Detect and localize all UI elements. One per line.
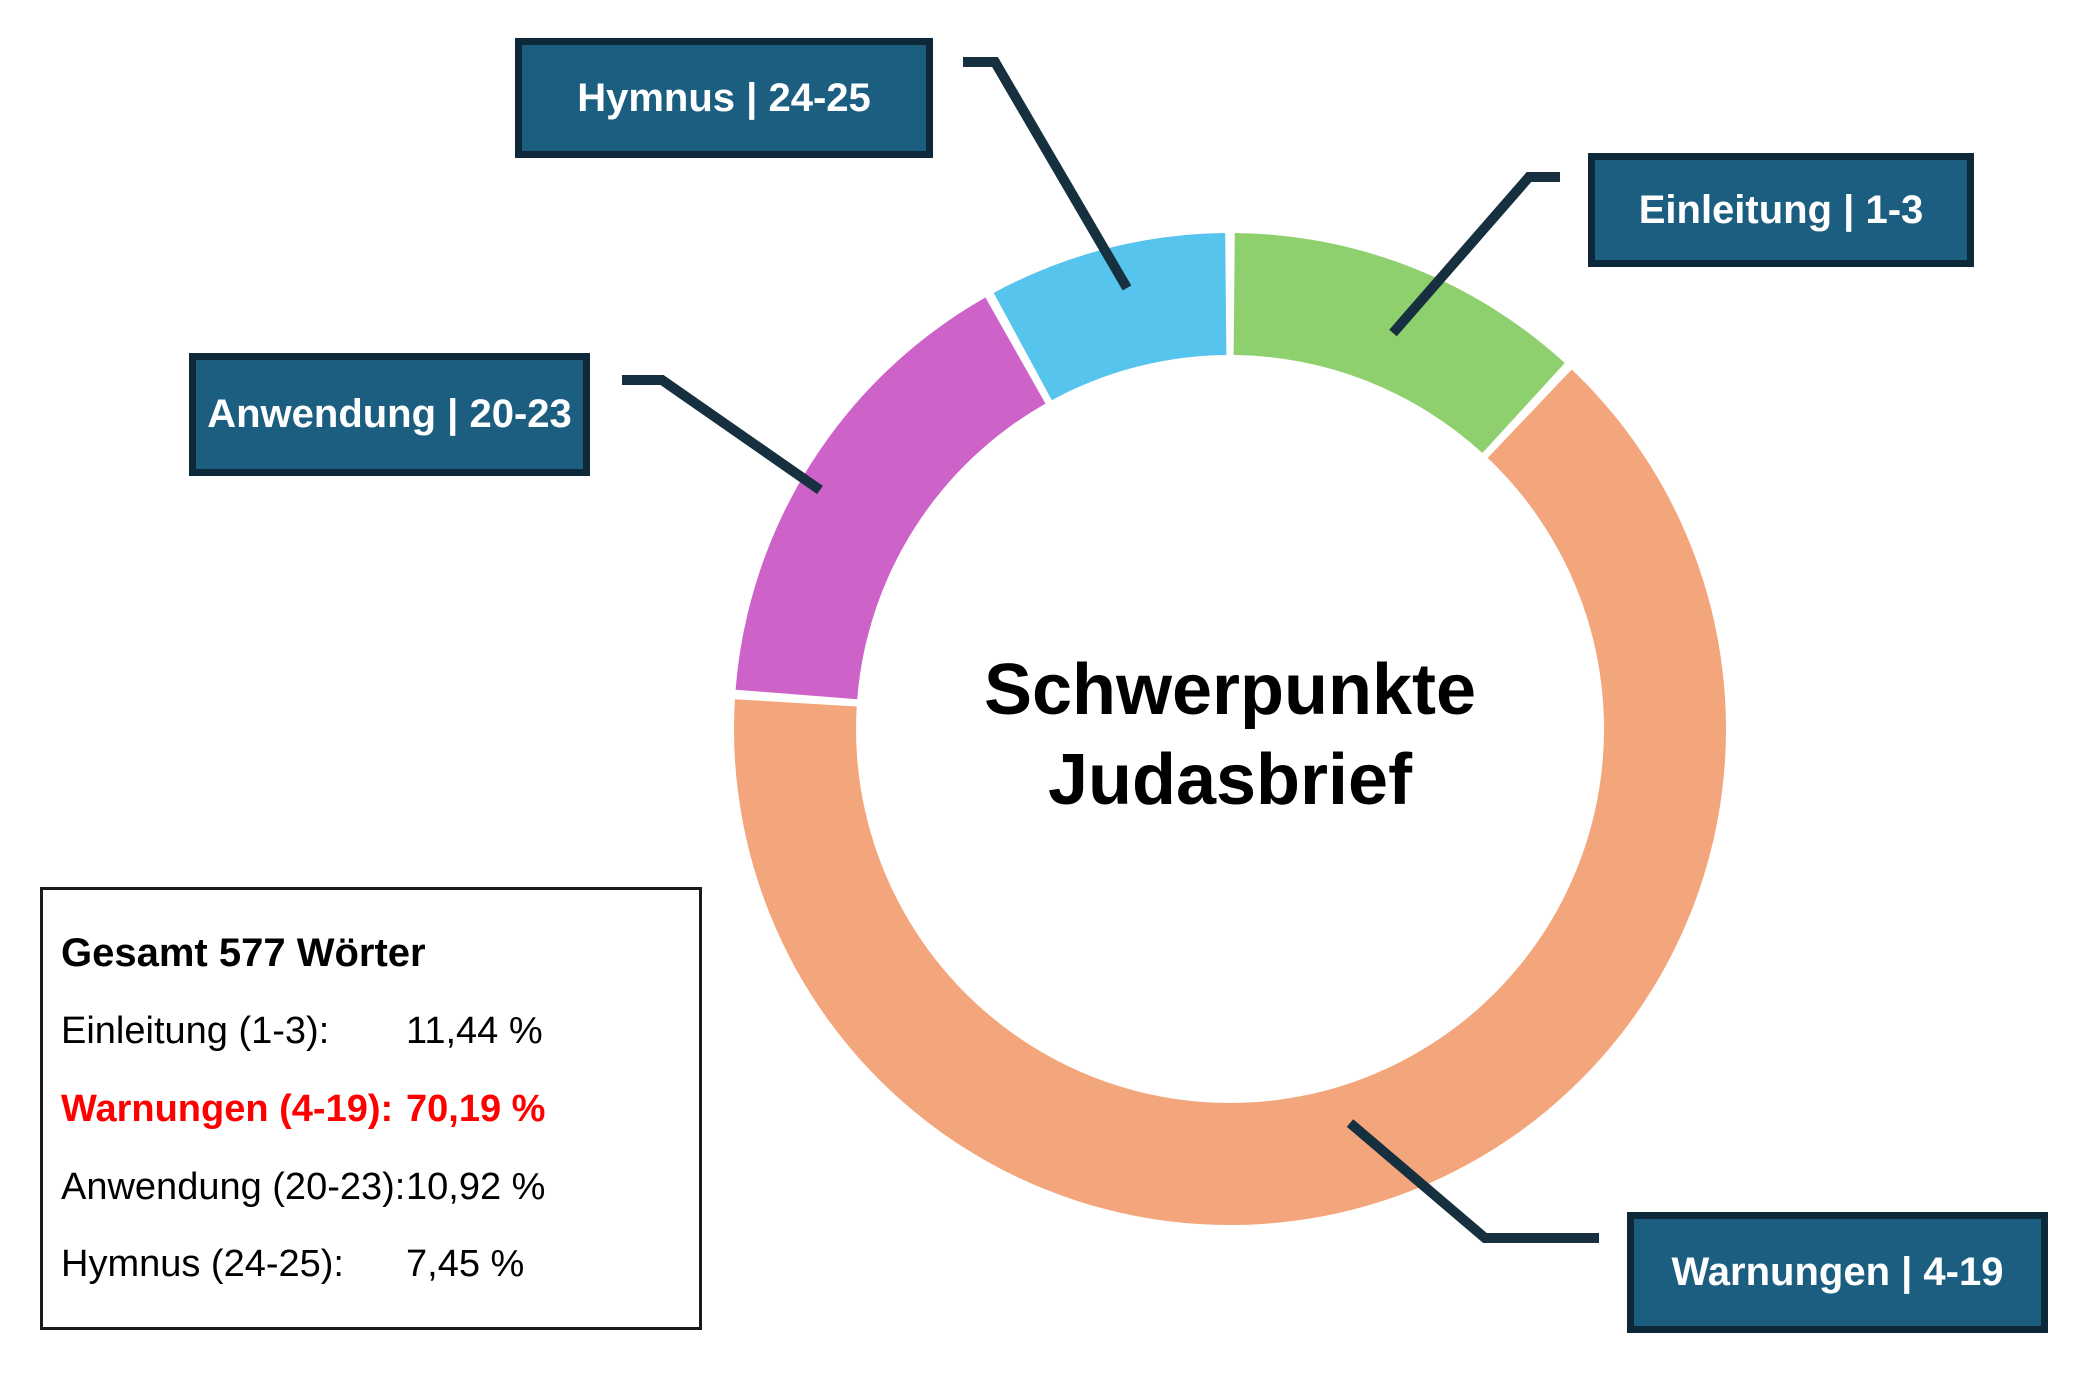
leader-line-einleitung	[1389, 172, 1560, 337]
stats-row-hymnus: Hymnus (24-25): 7,45 %	[43, 1243, 699, 1286]
callout-hymnus-label: Hymnus | 24-25	[577, 75, 871, 120]
stats-row-warnungen-label: Warnungen (4-19):	[61, 1087, 394, 1130]
chart-center-title-line1: Schwerpunkte	[983, 650, 1477, 730]
stats-row-hymnus-label: Hymnus (24-25):	[61, 1243, 344, 1286]
stats-row-einleitung: Einleitung (1-3): 11,44 %	[43, 1010, 699, 1053]
callout-warnungen-label: Warnungen | 4-19	[1671, 1250, 2004, 1294]
leader-line-hymnus	[963, 57, 1132, 291]
stats-box: Gesamt 577 Wörter Einleitung (1-3): 11,44…	[40, 887, 702, 1330]
callout-warnungen: Warnungen | 4-19	[1627, 1212, 2048, 1333]
donut-segment-hymnus	[993, 233, 1227, 401]
stats-row-warnungen-value: 70,19 %	[406, 1087, 546, 1130]
stats-row-anwendung-label: Anwendung (20-23):	[61, 1165, 406, 1208]
stats-row-anwendung: Anwendung (20-23):10,92 %	[43, 1166, 699, 1209]
callout-anwendung-label: Anwendung | 20-23	[207, 392, 572, 436]
leader-line-anwendung	[622, 375, 823, 495]
callout-einleitung-label: Einleitung | 1-3	[1638, 187, 1924, 232]
donut-segment-einleitung	[1233, 233, 1565, 453]
stats-row-anwendung-value: 10,92 %	[406, 1165, 546, 1208]
stats-row-warnungen: Warnungen (4-19): 70,19 %	[43, 1088, 699, 1131]
stats-title: Gesamt 577 Wörter	[61, 930, 426, 975]
stats-row-hymnus-value: 7,45 %	[406, 1243, 525, 1286]
donut-segment-warnungen	[734, 369, 1727, 1226]
stats-row-einleitung-label: Einleitung (1-3):	[61, 1010, 330, 1053]
callout-einleitung: Einleitung | 1-3	[1588, 153, 1974, 267]
donut-segment-anwendung	[735, 297, 1046, 700]
chart-center-title-line2: Judasbrief	[1047, 740, 1413, 820]
chart-center-title: Schwerpunkte Judasbrief	[860, 645, 1600, 825]
callout-anwendung: Anwendung | 20-23	[189, 353, 590, 476]
stats-row-einleitung-value: 11,44 %	[406, 1010, 543, 1053]
leader-line-warnungen	[1346, 1119, 1599, 1243]
callout-hymnus: Hymnus | 24-25	[515, 38, 933, 158]
